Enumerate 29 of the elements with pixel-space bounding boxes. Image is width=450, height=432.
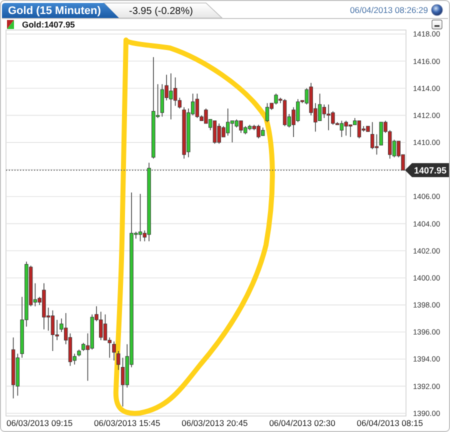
candlestick [318,93,322,122]
candlestick [195,93,200,118]
candlestick [103,314,108,341]
candlestick [55,319,59,341]
x-tick-label: 06/04/2013 02:30 [269,418,336,428]
text: 06/04/2013 08:26:29 [350,5,428,15]
candlestick [173,77,178,106]
candlestick [357,120,362,139]
candlestick [112,341,116,361]
candlestick [340,120,344,138]
candlestick [212,120,217,144]
candlestick [138,193,142,242]
candlestick [265,102,270,122]
candlestick [120,357,125,407]
chart-subtitle: -3.95 (-0.28%) [129,6,193,17]
legend-label: Gold:1407.95 [22,20,76,30]
ref-line-label: 1407.95 [414,165,447,176]
x-tick-label: 06/04/2013 08:15 [356,418,424,428]
x-tick-label: 06/03/2013 20:45 [182,418,248,428]
chart-title: Gold (15 Minuten) [8,5,102,17]
candlestick [50,310,55,352]
candlestick [322,104,326,118]
candlestick [370,122,374,150]
x-tick-label: 06/03/2013 09:15 [6,418,73,428]
candlestick [230,120,234,143]
candlestick [160,84,164,118]
x-tick-label: 06/03/2013 15:45 [94,418,160,428]
candlestick [116,350,120,370]
candlestick [374,134,379,156]
